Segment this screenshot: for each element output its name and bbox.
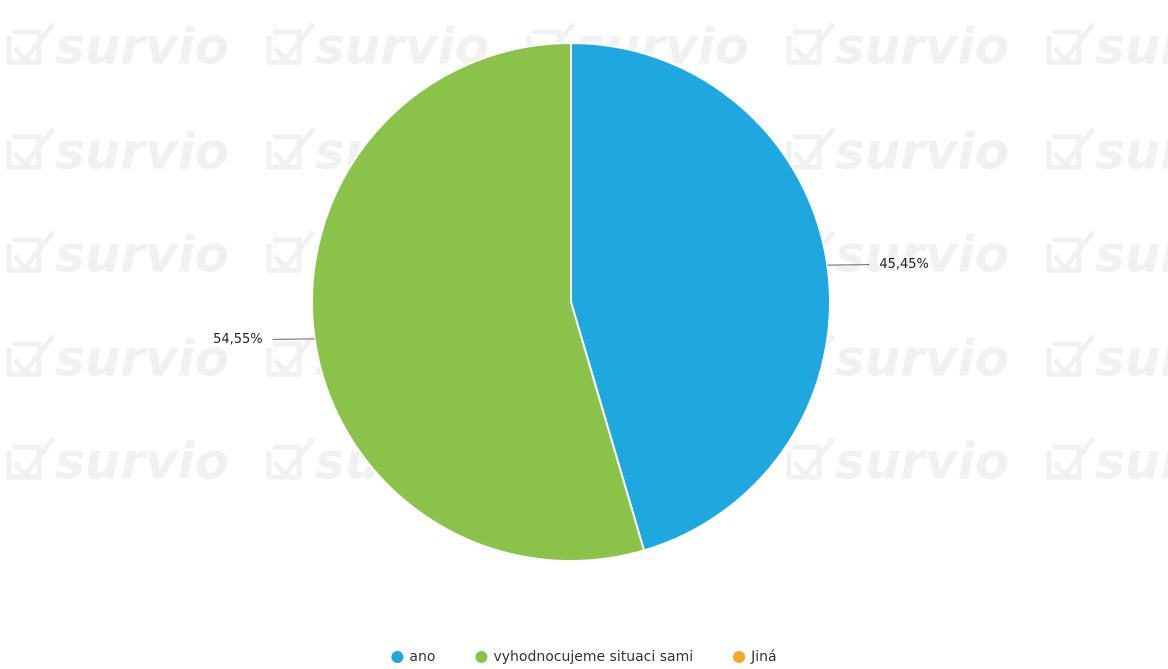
watermark-check [266,22,315,65]
watermark-check [266,334,315,377]
watermark-check [1046,230,1095,273]
watermark-check [266,127,315,170]
legend-label: vyhodnocujeme situaci sami [493,649,693,665]
watermark-text: survio [1095,433,1168,491]
legend-marker [391,651,404,663]
data-label: 45,45% [879,257,929,272]
watermark-check [266,437,315,480]
watermark-text: survio [55,226,229,284]
watermark-text: survio [1095,226,1168,284]
watermark-check [6,334,55,377]
watermark-check [1046,127,1095,170]
data-label: 54,55% [213,332,263,347]
watermark-text: survio [835,433,1009,491]
watermark-text: survio [835,226,1009,284]
legend: ano vyhodnocujeme situaci sami Jiná [391,649,777,665]
legend-marker [733,651,746,663]
watermark-check [6,22,55,65]
watermark-text: survio [1095,330,1168,388]
watermark-check [1046,334,1095,377]
watermark-text: survio [315,18,489,76]
watermark-text: survio [835,123,1009,181]
watermark-check [6,230,55,273]
watermark-check [6,437,55,480]
watermark-check [6,127,55,170]
watermark-check [786,22,835,65]
pie-slice [311,41,646,562]
legend-label: Jiná [750,649,776,665]
watermark-check [1046,22,1095,65]
watermark-text: survio [1095,123,1168,181]
watermark-check [786,127,835,170]
watermark-text: survio [835,18,1009,76]
pie: 45,45% 54,55% [213,41,929,562]
watermark-text: survio [835,330,1009,388]
watermark-text: survio [55,330,229,388]
legend-marker [475,651,488,663]
watermark-text: survio [55,123,229,181]
watermark-text: survio [55,18,229,76]
watermark-check [786,437,835,480]
watermark-check [266,230,315,273]
watermark-text: survio [1095,18,1168,76]
watermark-text: survio [55,433,229,491]
legend-label: ano [409,649,435,665]
watermark-check [1046,437,1095,480]
